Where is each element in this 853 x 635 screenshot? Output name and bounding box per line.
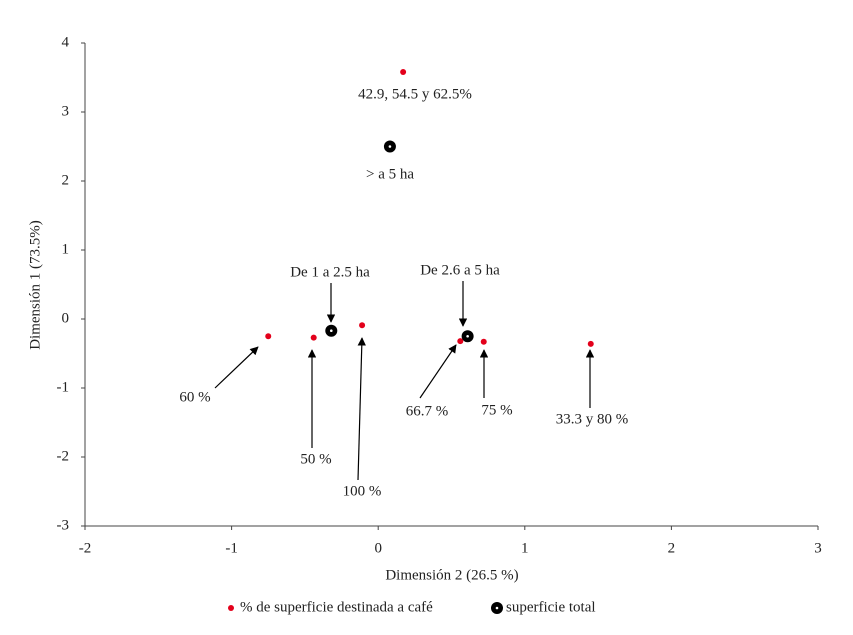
x-tick-label: 3: [814, 540, 822, 556]
y-tick-label: -1: [57, 379, 70, 395]
point: [457, 338, 464, 345]
x-tick-label: 0: [374, 540, 382, 556]
marker-center: [466, 334, 469, 338]
point: [400, 68, 407, 75]
x-axis-title: Dimensión 2 (26.5 %): [385, 567, 518, 583]
annotation: De 2.6 a 5 ha: [420, 262, 500, 278]
point: [310, 334, 317, 341]
y-tick-label: 3: [62, 103, 70, 119]
y-tick-label: 1: [62, 241, 70, 257]
annotation: 60 %: [179, 389, 210, 405]
marker-center: [495, 606, 499, 610]
annotation: De 1 a 2.5 ha: [290, 264, 370, 280]
annotation: 75 %: [481, 402, 512, 418]
point: [587, 340, 594, 347]
x-tick-label: -1: [225, 540, 238, 556]
y-tick-label: 0: [62, 310, 70, 326]
annotation: 42.9, 54.5 y 62.5%: [358, 86, 472, 102]
y-tick-label: 2: [62, 172, 70, 188]
legend-label: superficie total: [506, 599, 596, 615]
legend-swatch: [228, 605, 234, 611]
marker-center: [329, 329, 333, 333]
annotation: 50 %: [300, 451, 331, 467]
annotation: > a 5 ha: [366, 166, 414, 182]
marker-center: [388, 145, 392, 148]
annotation: 100 %: [343, 483, 382, 499]
x-tick-label: 1: [521, 540, 529, 556]
point: [265, 333, 272, 340]
annotation-arrow: [214, 346, 259, 389]
y-axis-title: Dimensión 1 (73.5%): [27, 220, 43, 350]
x-tick-label: -2: [79, 540, 92, 556]
point: [359, 322, 366, 329]
y-tick-label: -3: [57, 517, 70, 533]
annotation: 66.7 %: [406, 403, 449, 419]
legend-label: % de superficie destinada a café: [240, 599, 433, 615]
x-tick-label: 2: [668, 540, 676, 556]
point: [480, 338, 487, 345]
annotation-arrow: [357, 337, 366, 481]
annotation-arrow: [419, 344, 457, 399]
annotation: 33.3 y 80 %: [556, 411, 629, 427]
y-tick-label: 4: [62, 34, 70, 50]
y-tick-label: -2: [57, 448, 70, 464]
